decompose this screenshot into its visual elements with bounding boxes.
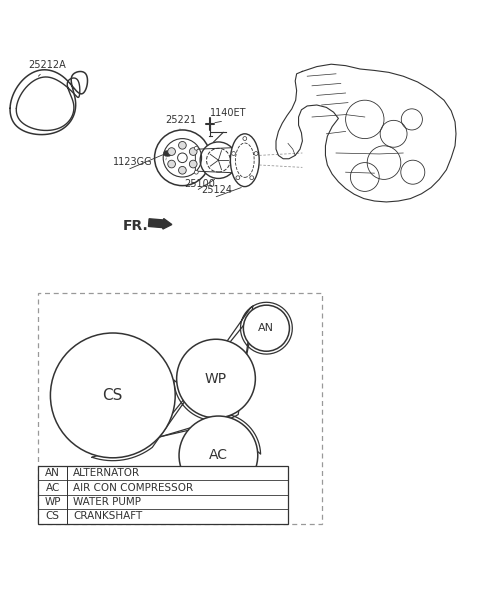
Circle shape [254,151,258,156]
Bar [38,466,288,523]
Circle shape [190,160,197,168]
Circle shape [250,176,253,179]
Text: CRANKSHAFT: CRANKSHAFT [73,511,142,522]
Circle shape [177,339,255,418]
Text: 25100: 25100 [184,179,215,188]
Text: AC: AC [46,482,60,492]
Circle shape [243,305,289,351]
Text: 25124: 25124 [202,185,233,195]
Text: 25212A: 25212A [28,60,66,70]
Circle shape [168,160,175,168]
Circle shape [179,141,186,149]
Text: WP: WP [45,497,61,507]
Circle shape [179,166,186,174]
Circle shape [178,153,187,163]
Text: 1140ET: 1140ET [210,109,246,118]
Text: CS: CS [103,388,123,403]
Text: FR.: FR. [122,219,148,233]
Circle shape [200,142,237,178]
Text: WATER PUMP: WATER PUMP [73,497,141,507]
Text: AN: AN [258,323,275,333]
Text: CS: CS [46,511,60,522]
Circle shape [194,170,198,174]
Text: WP: WP [205,372,227,386]
Circle shape [236,176,240,179]
Text: AC: AC [209,448,228,462]
Text: 1123GG: 1123GG [113,157,153,168]
Bar [38,293,322,523]
Circle shape [179,416,258,495]
Circle shape [243,137,247,140]
Text: AIR CON COMPRESSOR: AIR CON COMPRESSOR [73,482,193,492]
Circle shape [194,146,198,150]
Text: AN: AN [46,468,60,478]
Circle shape [168,148,175,156]
Circle shape [232,151,236,156]
Ellipse shape [230,134,259,187]
Text: 25221: 25221 [166,115,197,125]
Text: ALTERNATOR: ALTERNATOR [73,468,140,478]
Circle shape [190,148,197,156]
FancyArrow shape [148,219,172,229]
Circle shape [50,333,175,458]
Circle shape [155,130,210,186]
